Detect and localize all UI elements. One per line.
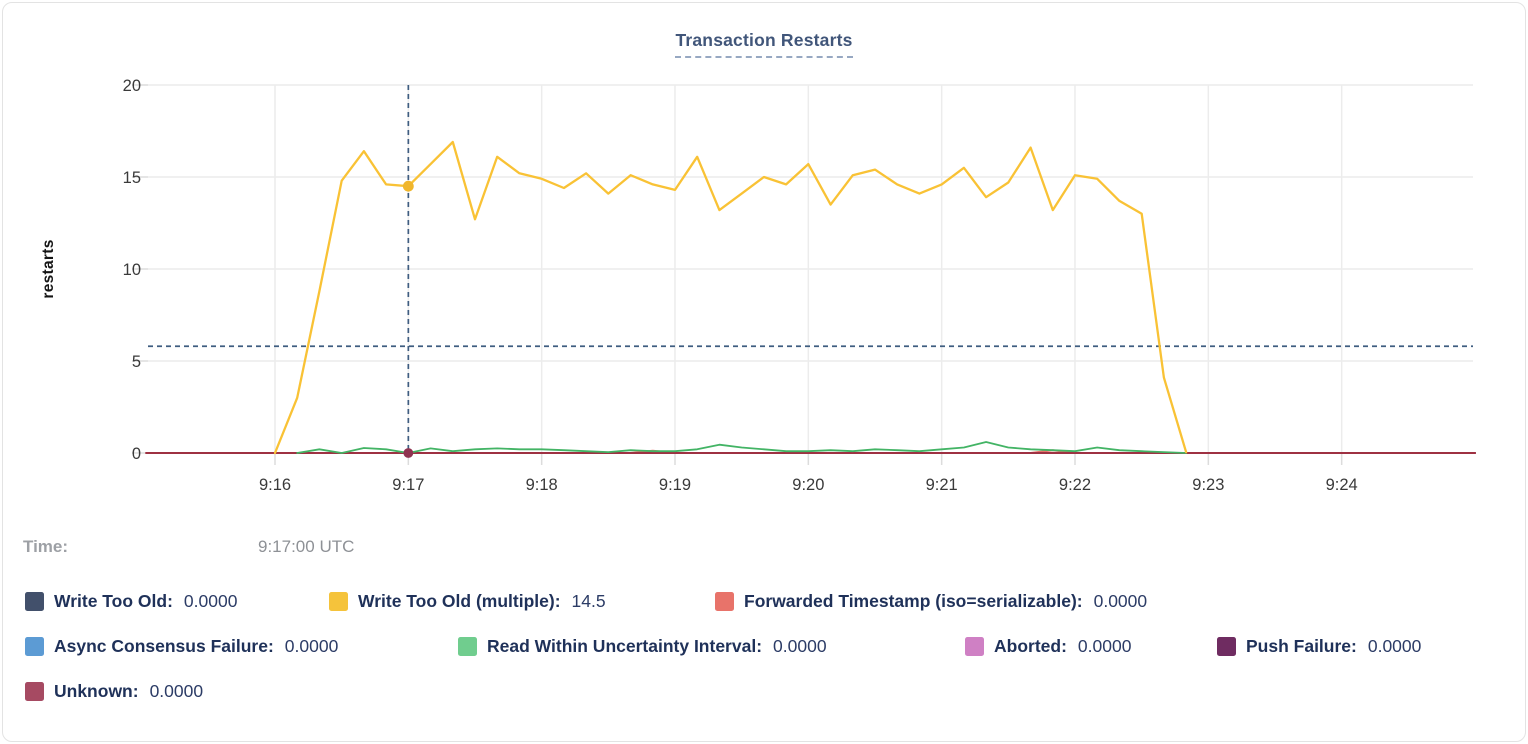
legend-swatch-icon (458, 637, 477, 656)
x-tick-label: 9:20 (792, 476, 824, 494)
legend-item-unknown: Unknown: 0.0000 (25, 681, 203, 702)
legend-label: Unknown: (54, 681, 139, 701)
chart-title-wrap: Transaction Restarts (3, 30, 1525, 58)
y-tick-label: 10 (123, 261, 141, 279)
legend-value: 14.5 (571, 591, 606, 611)
y-tick-label: 5 (132, 353, 141, 371)
transaction-restarts-chart[interactable]: 0 5 10 15 20 9:16 9:17 9:18 9:19 9:20 9:21 9:22 9:23… (3, 3, 1526, 518)
hover-dot-write-too-old-multiple (402, 180, 414, 192)
legend-swatch-icon (25, 682, 44, 701)
legend-item-aborted: Aborted: 0.0000 (965, 636, 1131, 657)
legend-row: Async Consensus Failure: 0.0000 Read Withi… (3, 636, 1525, 660)
hover-dot-unknown (403, 448, 414, 458)
x-tick-label: 9:23 (1192, 476, 1224, 494)
legend-row: Unknown: 0.0000 (3, 681, 1525, 705)
y-tick-label: 0 (132, 445, 141, 463)
legend-label: Write Too Old (multiple): (358, 591, 561, 611)
legend-swatch-icon (965, 637, 984, 656)
legend-item-read-within-uncertainty-interval: Read Within Uncertainty Interval: 0.0000 (458, 636, 827, 657)
legend-label: Aborted: (994, 636, 1067, 656)
hover-time-row: Time: 9:17:00 UTC (23, 537, 1505, 561)
legend-value: 0.0000 (1367, 636, 1422, 656)
x-tick-label: 9:24 (1326, 476, 1358, 494)
legend-swatch-icon (329, 592, 348, 611)
series-line-read-within-uncertainty-interval (296, 441, 1187, 454)
legend-value: 0.0000 (149, 681, 204, 701)
y-tick-label: 15 (123, 169, 141, 187)
legend-value: 0.0000 (284, 636, 339, 656)
legend-value: 0.0000 (1077, 636, 1132, 656)
legend-swatch-icon (1217, 637, 1236, 656)
legend-item-forwarded-timestamp: Forwarded Timestamp (iso=serializable): 0… (715, 591, 1147, 612)
legend-row: Write Too Old: 0.0000 Write Too Old (multi… (3, 591, 1525, 615)
legend-swatch-icon (25, 592, 44, 611)
hover-time-label: Time: (23, 537, 69, 556)
legend-label: Async Consensus Failure: (54, 636, 274, 656)
x-tick-label: 9:19 (659, 476, 691, 494)
legend-value: 0.0000 (183, 591, 238, 611)
legend-label: Write Too Old: (54, 591, 173, 611)
legend-label: Push Failure: (1246, 636, 1357, 656)
legend-value: 0.0000 (773, 636, 827, 656)
x-tick-label: 9:16 (259, 476, 291, 494)
x-tick-label: 9:21 (926, 476, 958, 494)
hover-time-value: 9:17:00 UTC (258, 537, 355, 556)
chart-title[interactable]: Transaction Restarts (675, 30, 853, 58)
x-tick-label: 9:18 (526, 476, 558, 494)
legend-swatch-icon (715, 592, 734, 611)
legend-swatch-icon (25, 637, 44, 656)
legend-label: Forwarded Timestamp (iso=serializable): (744, 591, 1083, 611)
legend-item-write-too-old-multiple: Write Too Old (multiple): 14.5 (329, 591, 606, 612)
legend-item-write-too-old: Write Too Old: 0.0000 (25, 591, 237, 612)
legend-label: Read Within Uncertainty Interval: (487, 636, 763, 656)
x-tick-label: 9:22 (1059, 476, 1091, 494)
legend-item-push-failure: Push Failure: 0.0000 (1217, 636, 1421, 657)
legend-value: 0.0000 (1093, 591, 1148, 611)
legend-item-async-consensus-failure: Async Consensus Failure: 0.0000 (25, 636, 338, 657)
series-line-write-too-old-multiple (273, 140, 1188, 455)
x-tick-label: 9:17 (392, 476, 424, 494)
y-axis-label: restarts (40, 239, 57, 298)
y-tick-label: 20 (123, 77, 141, 95)
